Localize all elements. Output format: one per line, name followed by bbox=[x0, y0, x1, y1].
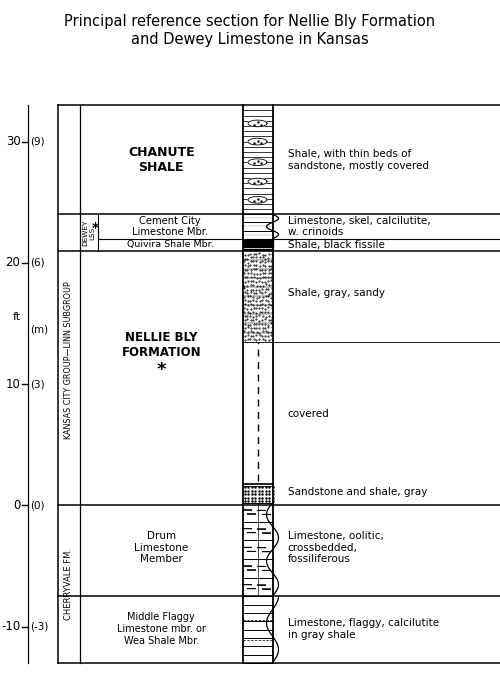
Text: Limestone, oolitic,
crossbedded,
fossiliferous: Limestone, oolitic, crossbedded, fossili… bbox=[288, 531, 384, 564]
Text: Drum
Limestone
Member: Drum Limestone Member bbox=[134, 531, 188, 564]
Text: -10: -10 bbox=[1, 620, 20, 633]
Text: Quivira Shale Mbr.: Quivira Shale Mbr. bbox=[126, 240, 214, 249]
Text: (6): (6) bbox=[30, 258, 44, 268]
Text: covered: covered bbox=[288, 409, 330, 419]
Text: DEWEY
LSS.: DEWEY LSS. bbox=[82, 219, 95, 246]
Text: Principal reference section for Nellie Bly Formation
and Dewey Limestone in Kans: Principal reference section for Nellie B… bbox=[64, 14, 436, 47]
Text: *: * bbox=[92, 221, 98, 235]
Text: NELLIE BLY
FORMATION: NELLIE BLY FORMATION bbox=[122, 331, 201, 359]
Polygon shape bbox=[248, 159, 267, 165]
Text: *: * bbox=[156, 360, 166, 379]
Text: (0): (0) bbox=[30, 500, 44, 510]
Text: Cement City
Limestone Mbr.: Cement City Limestone Mbr. bbox=[132, 216, 208, 238]
Text: 20: 20 bbox=[6, 256, 20, 269]
Text: 30: 30 bbox=[6, 135, 20, 148]
Text: CHANUTE
SHALE: CHANUTE SHALE bbox=[128, 146, 194, 173]
Text: Shale, with thin beds of
sandstone, mostly covered: Shale, with thin beds of sandstone, most… bbox=[288, 149, 428, 171]
Text: CHERRYVALE FM.: CHERRYVALE FM. bbox=[64, 548, 73, 620]
Text: Shale, gray, sandy: Shale, gray, sandy bbox=[288, 288, 384, 298]
Text: ft: ft bbox=[12, 313, 20, 323]
Text: 0: 0 bbox=[13, 499, 20, 512]
Text: 10: 10 bbox=[6, 377, 20, 391]
Text: Limestone, skel, calcilutite,
w. crinoids: Limestone, skel, calcilutite, w. crinoid… bbox=[288, 216, 430, 238]
Text: (3): (3) bbox=[30, 379, 44, 389]
Polygon shape bbox=[248, 138, 267, 145]
Polygon shape bbox=[248, 196, 267, 203]
Text: (-3): (-3) bbox=[30, 622, 48, 632]
Text: Middle Flaggy
Limestone mbr. or
Wea Shale Mbr.: Middle Flaggy Limestone mbr. or Wea Shal… bbox=[117, 612, 206, 645]
Polygon shape bbox=[248, 178, 267, 185]
Text: (9): (9) bbox=[30, 136, 44, 146]
Text: Limestone, flaggy, calcilutite
in gray shale: Limestone, flaggy, calcilutite in gray s… bbox=[288, 618, 438, 640]
Text: Sandstone and shale, gray: Sandstone and shale, gray bbox=[288, 487, 427, 497]
Text: Shale, black fissile: Shale, black fissile bbox=[288, 240, 384, 250]
Text: KANSAS CITY GROUP—LINN SUBGROUP: KANSAS CITY GROUP—LINN SUBGROUP bbox=[64, 281, 73, 439]
Polygon shape bbox=[248, 120, 267, 127]
Text: (m): (m) bbox=[30, 325, 48, 335]
